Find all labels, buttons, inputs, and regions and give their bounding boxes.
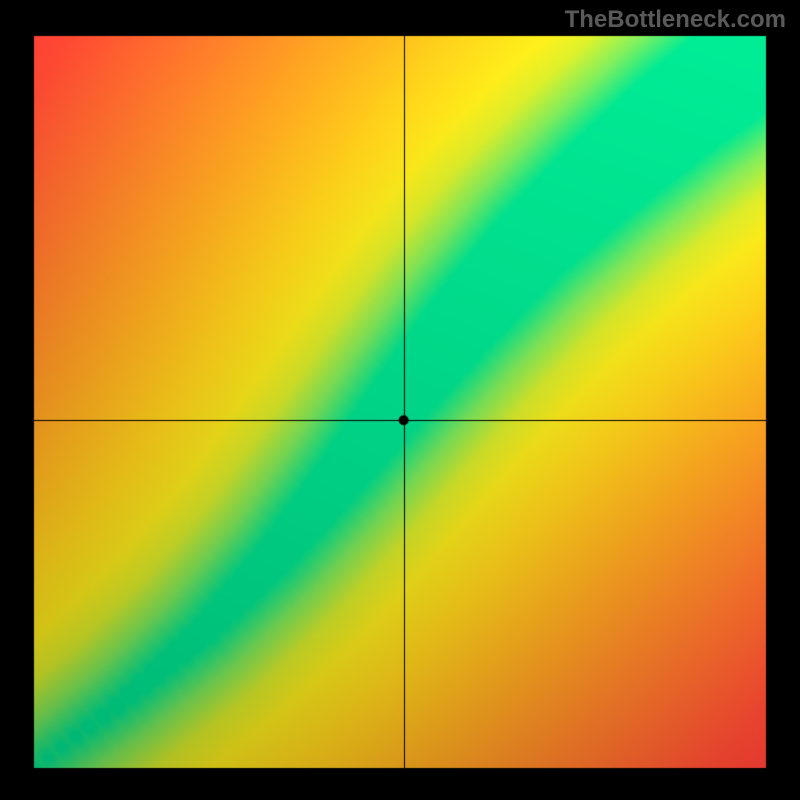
chart-container: TheBottleneck.com	[0, 0, 800, 800]
bottleneck-heatmap	[0, 0, 800, 800]
watermark-text: TheBottleneck.com	[565, 6, 786, 34]
